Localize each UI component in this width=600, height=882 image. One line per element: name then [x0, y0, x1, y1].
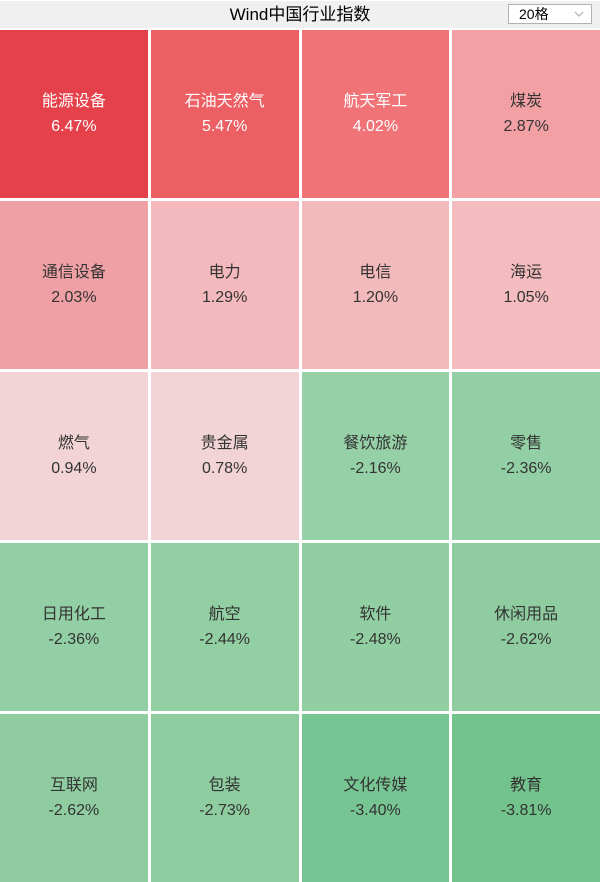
industry-change: 4.02% — [352, 118, 399, 135]
heatmap-cell[interactable]: 软件 -2.48% — [301, 543, 450, 711]
industry-change: 1.29% — [201, 289, 248, 306]
industry-name: 教育 — [510, 777, 543, 794]
heatmap-cell[interactable]: 能源设备 6.47% — [0, 30, 148, 198]
industry-change: -2.62% — [500, 631, 552, 648]
industry-name: 零售 — [510, 435, 543, 452]
industry-name: 电信 — [359, 264, 392, 281]
industry-change: -3.40% — [350, 802, 401, 819]
industry-name: 燃气 — [57, 435, 90, 452]
industry-name: 包装 — [208, 777, 241, 794]
industry-name: 能源设备 — [41, 93, 106, 110]
industry-name: 日用化工 — [41, 606, 106, 623]
industry-change: -2.36% — [48, 631, 100, 648]
heatmap-cell[interactable]: 海运 1.05% — [452, 201, 600, 369]
heatmap-cell[interactable]: 文化传媒 -3.40% — [301, 714, 450, 882]
heatmap-cell[interactable]: 航天军工 4.02% — [301, 30, 450, 198]
heatmap-cell[interactable]: 零售 -2.36% — [452, 372, 600, 540]
industry-name: 文化传媒 — [343, 777, 408, 794]
industry-change: 1.20% — [352, 289, 399, 306]
grid-count-select[interactable]: 20格 — [508, 4, 592, 24]
heatmap-cell[interactable]: 煤炭 2.87% — [452, 30, 600, 198]
industry-name: 海运 — [510, 264, 543, 281]
industry-name: 航天军工 — [343, 93, 408, 110]
industry-name: 石油天然气 — [184, 93, 265, 110]
industry-name: 贵金属 — [200, 435, 249, 452]
industry-change: 2.03% — [51, 289, 97, 306]
heatmap-cell[interactable]: 教育 -3.81% — [452, 714, 600, 882]
heatmap-cell[interactable]: 电力 1.29% — [150, 201, 299, 369]
industry-name: 航空 — [208, 606, 241, 623]
industry-change: 5.47% — [201, 118, 248, 135]
industry-change: 2.87% — [503, 118, 549, 135]
industry-change: -2.62% — [48, 802, 100, 819]
industry-change: 6.47% — [51, 118, 97, 135]
industry-change: -2.44% — [199, 631, 250, 648]
chevron-down-icon — [573, 10, 585, 18]
heatmap-cell[interactable]: 燃气 0.94% — [0, 372, 148, 540]
industry-name: 休闲用品 — [494, 606, 559, 623]
heatmap-grid: 能源设备 6.47% 石油天然气 5.47% 航天军工 4.02% 煤炭 2.87% 通信设备 2… — [0, 30, 600, 882]
industry-name: 互联网 — [49, 777, 98, 794]
heatmap-cell[interactable]: 通信设备 2.03% — [0, 201, 148, 369]
heatmap-cell[interactable]: 石油天然气 5.47% — [150, 30, 299, 198]
industry-name: 电力 — [208, 264, 241, 281]
industry-change: -2.16% — [350, 460, 401, 477]
heatmap-cell[interactable]: 餐饮旅游 -2.16% — [301, 372, 450, 540]
industry-change: 0.94% — [51, 460, 97, 477]
header-bar: Wind中国行业指数 20格 — [0, 1, 600, 28]
industry-name: 煤炭 — [510, 93, 543, 110]
industry-name: 软件 — [359, 606, 392, 623]
industry-change: -2.73% — [199, 802, 250, 819]
page-title: Wind中国行业指数 — [229, 5, 371, 24]
heatmap-cell[interactable]: 航空 -2.44% — [150, 543, 299, 711]
heatmap-cell[interactable]: 日用化工 -2.36% — [0, 543, 148, 711]
industry-change: -3.81% — [500, 802, 552, 819]
heatmap-cell[interactable]: 休闲用品 -2.62% — [452, 543, 600, 711]
industry-name: 餐饮旅游 — [343, 435, 408, 452]
grid-count-value: 20格 — [519, 6, 549, 22]
industry-change: -2.48% — [350, 631, 401, 648]
heatmap-cell[interactable]: 互联网 -2.62% — [0, 714, 148, 882]
industry-name: 通信设备 — [41, 264, 106, 281]
industry-change: 1.05% — [503, 289, 549, 306]
heatmap-cell[interactable]: 包装 -2.73% — [150, 714, 299, 882]
industry-change: 0.78% — [201, 460, 248, 477]
industry-change: -2.36% — [500, 460, 552, 477]
heatmap-cell[interactable]: 贵金属 0.78% — [150, 372, 299, 540]
heatmap-cell[interactable]: 电信 1.20% — [301, 201, 450, 369]
